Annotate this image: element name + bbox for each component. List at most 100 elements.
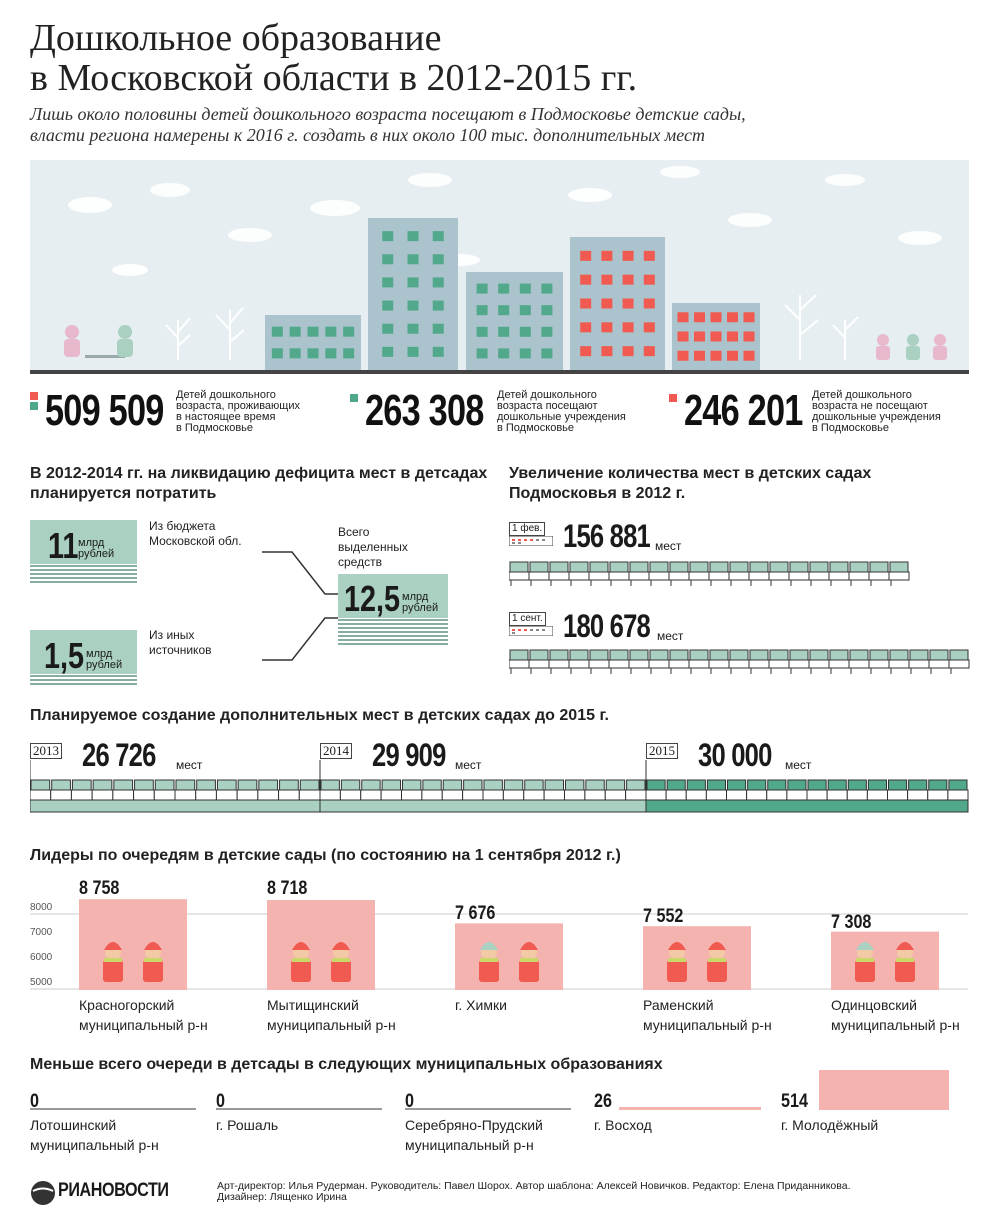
building-window: [382, 277, 394, 288]
leader-value-2: 8 718: [267, 878, 308, 899]
child-body: [103, 960, 123, 982]
bed-pillow: [669, 561, 689, 573]
bed-frame: [788, 659, 810, 669]
year-2014-box: 2014: [320, 743, 352, 759]
small-name-5: г. Молодёжный: [781, 1117, 879, 1133]
planned-bed-pillow: [237, 779, 258, 791]
building-window: [601, 346, 613, 357]
building-window: [643, 298, 655, 309]
bed-frame: [748, 659, 770, 669]
child-scarf: [520, 958, 538, 962]
planned-bed-frame: [91, 789, 114, 801]
planned-bed-frame: [380, 789, 402, 801]
child-body: [667, 960, 687, 982]
building-window: [643, 274, 655, 285]
year-2015-box: 2015: [646, 743, 678, 759]
bed-frame: [568, 659, 590, 669]
small-value-4: 26: [594, 1091, 612, 1112]
bed-frame: [948, 659, 970, 669]
increase-heading: Увеличение количества мест в детских сад…: [509, 465, 872, 502]
planned-bed-pillow: [948, 779, 968, 791]
child-body: [895, 960, 915, 982]
budget-label: Из бюджета Московской обл.: [149, 519, 242, 548]
planned-bed-frame: [604, 789, 627, 801]
leaders-heading: Лидеры по очередям в детские сады (по со…: [30, 847, 621, 864]
total-unit: млрд рублей: [402, 591, 439, 614]
planned-bed-pillow: [646, 779, 666, 791]
planned-bed-pillow: [908, 779, 928, 791]
building-window: [622, 322, 634, 333]
year-2014-value: 29 909: [372, 737, 446, 773]
bed-pillow: [609, 561, 629, 573]
building-window: [541, 305, 553, 316]
planned-bed-pillow: [747, 779, 767, 791]
feb-beds-row: [509, 561, 910, 586]
bed-frame: [728, 659, 750, 669]
bed-pillow: [509, 649, 529, 661]
building-window: [498, 348, 510, 359]
bed-pillow: [669, 649, 689, 661]
budget-value: 11: [48, 525, 79, 566]
bed-frame: [528, 571, 550, 581]
planned-bed-frame: [319, 789, 341, 801]
small-name-1: Лотошинский муниципальный р-н: [30, 1117, 159, 1153]
bed-frame: [708, 659, 730, 669]
planned-bed-frame: [766, 789, 788, 801]
building-window: [432, 231, 444, 242]
small-name-2: г. Рошаль: [216, 1117, 279, 1133]
planned-bed-pillow: [402, 779, 422, 791]
planned-bed-pillow: [686, 779, 706, 791]
building-window: [271, 348, 283, 359]
planned-bed-frame: [887, 789, 909, 801]
page-title: Дошкольное образование в Московской обла…: [30, 17, 638, 99]
planned-bed-frame: [685, 789, 707, 801]
small-value-5: 514: [781, 1091, 808, 1112]
planned-bed-pillow: [706, 779, 726, 791]
bed-pillow: [829, 561, 849, 573]
year-2013-value: 26 726: [82, 737, 156, 773]
bed-pillow: [649, 649, 669, 661]
axis-tick-8000: 8000: [30, 902, 53, 913]
building-window: [407, 300, 419, 311]
bed-frame: [509, 659, 530, 669]
funding-connector-lines: [262, 551, 338, 661]
planned-bed-pillow: [216, 779, 237, 791]
bed-pillow: [689, 561, 709, 573]
building-window: [580, 274, 592, 285]
bed-pillow: [849, 561, 869, 573]
legend-teal-square: [350, 394, 358, 402]
planned-bed-pillow: [767, 779, 787, 791]
ground-line: [30, 370, 969, 374]
axis-tick-7000: 7000: [30, 927, 53, 938]
page-subtitle: Лишь около половины детей дошкольного во…: [30, 104, 746, 145]
building-1: [265, 315, 361, 370]
bed-frame: [768, 571, 790, 581]
building-window: [476, 326, 488, 337]
planned-bed-frame: [927, 789, 949, 801]
planned-bed-pillow: [787, 779, 807, 791]
bed-pillow: [889, 649, 909, 661]
planned-bed-pillow: [381, 779, 401, 791]
building-window: [541, 326, 553, 337]
stat-total-desc: Детей дошкольного возраста, проживающих в…: [176, 389, 300, 434]
building-window: [407, 277, 419, 288]
stat-not-attending-desc: Детей дошкольного возраста не посещают до…: [812, 389, 941, 434]
planned-bed-pillow: [320, 779, 340, 791]
building-window: [601, 322, 613, 333]
sep-date-box: 1 сент.: [509, 612, 546, 626]
planned-bed-frame: [705, 789, 727, 801]
bed-pillow: [829, 649, 849, 661]
building-window: [498, 283, 510, 294]
planned-bed-pillow: [442, 779, 463, 791]
bed-pillow: [729, 561, 749, 573]
planned-bed-frame: [421, 789, 443, 801]
leader-bar: [79, 899, 187, 990]
child-hat: [480, 942, 498, 950]
stat-not-attending: 246 201: [684, 386, 803, 435]
building-window: [710, 331, 722, 342]
planned-bed-frame: [70, 789, 93, 801]
bed-pillow: [789, 649, 809, 661]
small-bar: [619, 1107, 761, 1110]
planned-bed-pillow: [727, 779, 747, 791]
budget-unit: млрд рублей: [78, 537, 115, 560]
